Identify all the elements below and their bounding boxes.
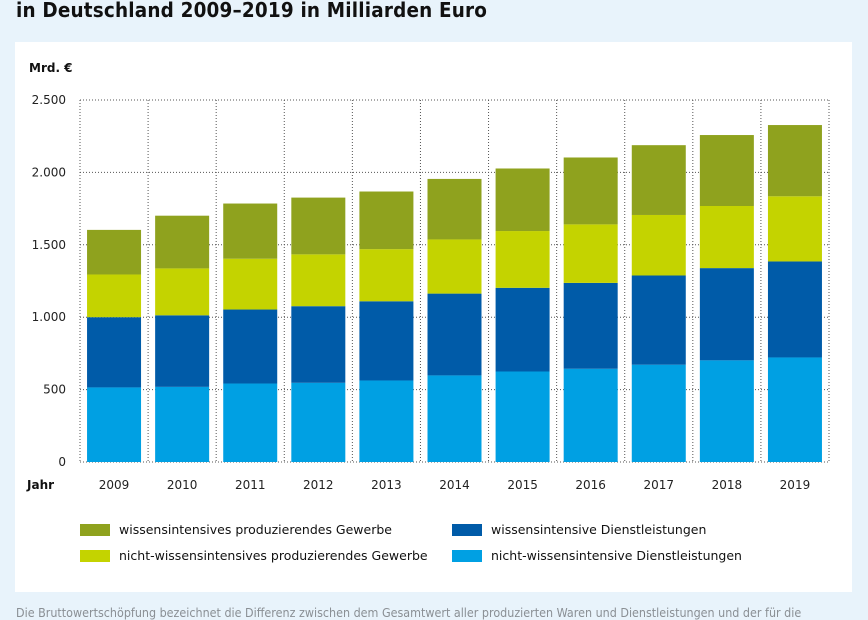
legend-label: wissensintensive Dienstleistungen <box>491 522 707 537</box>
bar-segment <box>155 268 210 316</box>
bar-segment <box>155 315 210 387</box>
bar-segment <box>631 364 686 462</box>
bar-segment <box>359 249 414 302</box>
bar-segment <box>699 268 754 361</box>
y-axis-unit-label: Mrd. € <box>29 61 73 75</box>
legend-swatch <box>80 523 110 536</box>
bar-segment <box>631 214 686 276</box>
bar-segment <box>223 203 278 259</box>
legend: wissensintensives produzierendes Gewerbe… <box>80 518 780 568</box>
bar-segment <box>495 371 550 462</box>
bar-segment <box>87 229 142 275</box>
bar-segment <box>699 205 754 269</box>
legend-item-wissensintensives-produzierendes-gewerbe: wissensintensives produzierendes Gewerbe <box>80 522 392 537</box>
footnote-text: Die Bruttowertschöpfung bezeichnet die D… <box>16 606 802 620</box>
chart-card: Mrd. € Jahr 0 500 1.000 1.500 2.000 2.500 200… <box>15 42 852 592</box>
x-tick-label: 2014 <box>439 478 470 492</box>
legend-item-nicht-wissensintensives-produzierendes-gewerbe: nicht-wissensintensives produzierendes G… <box>80 548 428 563</box>
legend-item-nicht-wissensintensive-dienstleistungen: nicht-wissensintensive Dienstleistungen <box>452 548 742 563</box>
x-tick-label: 2019 <box>780 478 811 492</box>
bar-segment <box>87 317 142 388</box>
legend-swatch <box>80 549 110 562</box>
bar-segment <box>291 382 346 462</box>
x-tick-label: 2017 <box>643 478 674 492</box>
bar-segment <box>223 309 278 384</box>
bar-segment <box>699 360 754 462</box>
bar-segment <box>291 306 346 383</box>
bar-segment <box>767 125 822 197</box>
bar-segment <box>87 387 142 462</box>
y-axis-ticks: 0 500 1.000 1.500 2.000 2.500 <box>32 93 66 469</box>
bar-segment <box>87 274 142 318</box>
y-tick-label: 0 <box>58 455 66 469</box>
bar-segment <box>767 261 822 358</box>
bar-segment <box>155 386 210 462</box>
bar-segment <box>631 145 686 215</box>
bar-segment <box>767 196 822 262</box>
legend-label: nicht-wissensintensives produzierendes G… <box>119 548 428 563</box>
bar-segment <box>495 231 550 288</box>
bar-segment <box>427 178 482 240</box>
x-tick-label: 2011 <box>235 478 266 492</box>
y-tick-label: 1.500 <box>32 238 66 252</box>
legend-item-wissensintensive-dienstleistungen: wissensintensive Dienstleistungen <box>452 522 706 537</box>
bar-segment <box>495 168 550 232</box>
y-tick-label: 2.500 <box>32 93 66 107</box>
x-tick-label: 2012 <box>303 478 334 492</box>
bar-segment <box>427 293 482 376</box>
bar-segment <box>563 157 618 225</box>
bar-segment <box>427 375 482 462</box>
bar-segment <box>699 135 754 206</box>
y-tick-label: 500 <box>43 383 66 397</box>
y-tick-label: 1.000 <box>32 310 66 324</box>
x-tick-label: 2010 <box>167 478 198 492</box>
x-tick-label: 2018 <box>712 478 743 492</box>
x-axis-label: Jahr <box>26 478 54 492</box>
y-tick-label: 2.000 <box>32 165 66 179</box>
bar-segment <box>563 224 618 283</box>
bar-segment <box>223 383 278 462</box>
chart-title: in Deutschland 2009–2019 in Milliarden E… <box>16 0 488 22</box>
x-tick-label: 2013 <box>371 478 402 492</box>
stacked-bar-chart: Mrd. € Jahr 0 500 1.000 1.500 2.000 2.500 200… <box>26 61 830 492</box>
x-tick-label: 2016 <box>575 478 606 492</box>
bar-segment <box>223 258 278 310</box>
bars <box>87 125 822 462</box>
x-tick-label: 2009 <box>99 478 130 492</box>
legend-label: nicht-wissensintensive Dienstleistungen <box>491 548 742 563</box>
bar-segment <box>427 239 482 294</box>
legend-label: wissensintensives produzierendes Gewerbe <box>119 522 392 537</box>
bar-segment <box>495 287 550 372</box>
bar-segment <box>155 215 210 269</box>
bar-segment <box>359 301 414 381</box>
bar-segment <box>291 197 346 255</box>
legend-swatch <box>452 549 482 562</box>
bar-segment <box>563 282 618 369</box>
bar-segment <box>631 275 686 365</box>
x-tick-label: 2015 <box>507 478 538 492</box>
bar-segment <box>563 368 618 462</box>
x-axis-ticks: 2009 2010 2011 2012 2013 2014 2015 2016 2017 2018… <box>99 478 810 492</box>
bar-segment <box>359 380 414 462</box>
bar-segment <box>767 357 822 462</box>
legend-swatch <box>452 523 482 536</box>
bar-segment <box>291 254 346 307</box>
bar-segment <box>359 191 414 250</box>
